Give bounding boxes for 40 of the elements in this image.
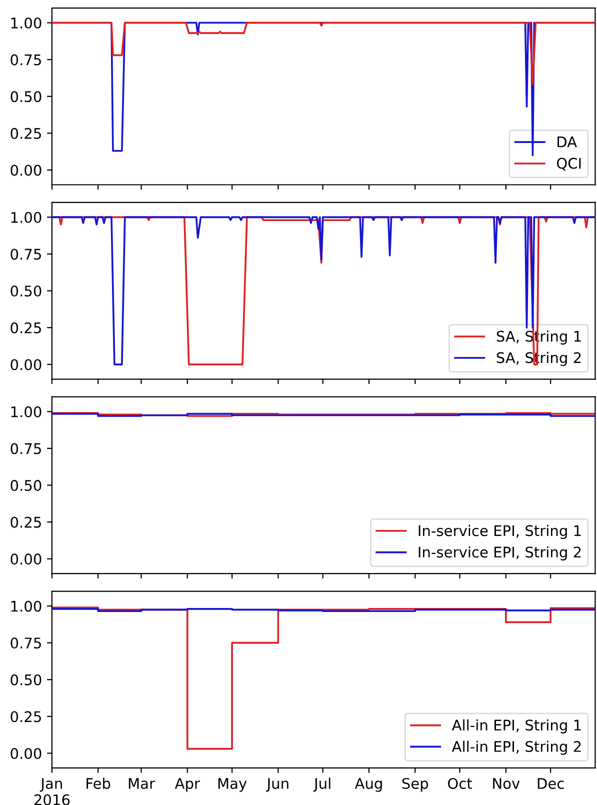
x-tick-label: Oct xyxy=(448,778,472,789)
y-tick-label: 0.00 xyxy=(10,359,42,370)
x-tick-label: Sep xyxy=(402,778,428,792)
line-series xyxy=(52,22,596,86)
y-tick-label: 0.75 xyxy=(10,54,41,66)
y-tick-label: 0.50 xyxy=(10,286,42,297)
x-tick-label: Jul xyxy=(313,778,330,792)
y-tick-label: 0.00 xyxy=(10,554,42,565)
x-tick-label: Apr xyxy=(174,778,200,792)
y-tick-label: 0.25 xyxy=(10,711,41,722)
legend-label: QCI xyxy=(556,158,581,170)
legend-label: All-in EPI, String 2 xyxy=(452,740,581,755)
y-tick-label: 1.00 xyxy=(11,406,42,418)
x-tick-label: Aug xyxy=(354,778,382,792)
y-tick-label: 0.50 xyxy=(10,480,42,491)
y-tick-label: 0.75 xyxy=(10,443,41,454)
y-tick-label: 0.25 xyxy=(10,128,41,139)
line-series xyxy=(52,216,596,366)
y-tick-label: 0.00 xyxy=(10,164,42,176)
y-tick-label: 0.75 xyxy=(10,638,41,649)
y-tick-label: 1.00 xyxy=(11,600,42,612)
y-tick-label: 0.25 xyxy=(10,322,41,334)
x-tick-label: Nov xyxy=(493,778,520,789)
x-tick-label: Mar xyxy=(128,778,155,789)
legend-label: All-in EPI, String 1 xyxy=(452,719,581,734)
y-tick-label: 0.50 xyxy=(10,91,42,102)
x-tick-label: May xyxy=(218,778,247,792)
x-tick-label: Jun xyxy=(266,778,288,792)
x-tick-label: Feb xyxy=(86,778,110,789)
legend-label: In-service EPI, String 1 xyxy=(418,524,581,540)
x-tick-label: Dec xyxy=(538,778,564,789)
legend-label: DA xyxy=(558,136,577,148)
y-tick-label: 1.00 xyxy=(11,17,42,29)
y-tick-label: 0.50 xyxy=(10,674,42,686)
y-tick-label: 0.25 xyxy=(10,516,41,528)
y-tick-label: 0.75 xyxy=(10,248,41,260)
y-tick-label: 1.00 xyxy=(11,212,42,223)
y-tick-label: 0.00 xyxy=(10,748,42,759)
legend-label: In-service EPI, String 2 xyxy=(418,546,581,560)
x-tick-label: Jan 2016 xyxy=(34,778,70,805)
